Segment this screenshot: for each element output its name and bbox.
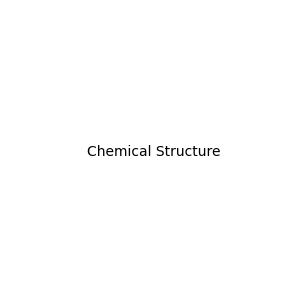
Text: Chemical Structure: Chemical Structure [87,145,220,158]
